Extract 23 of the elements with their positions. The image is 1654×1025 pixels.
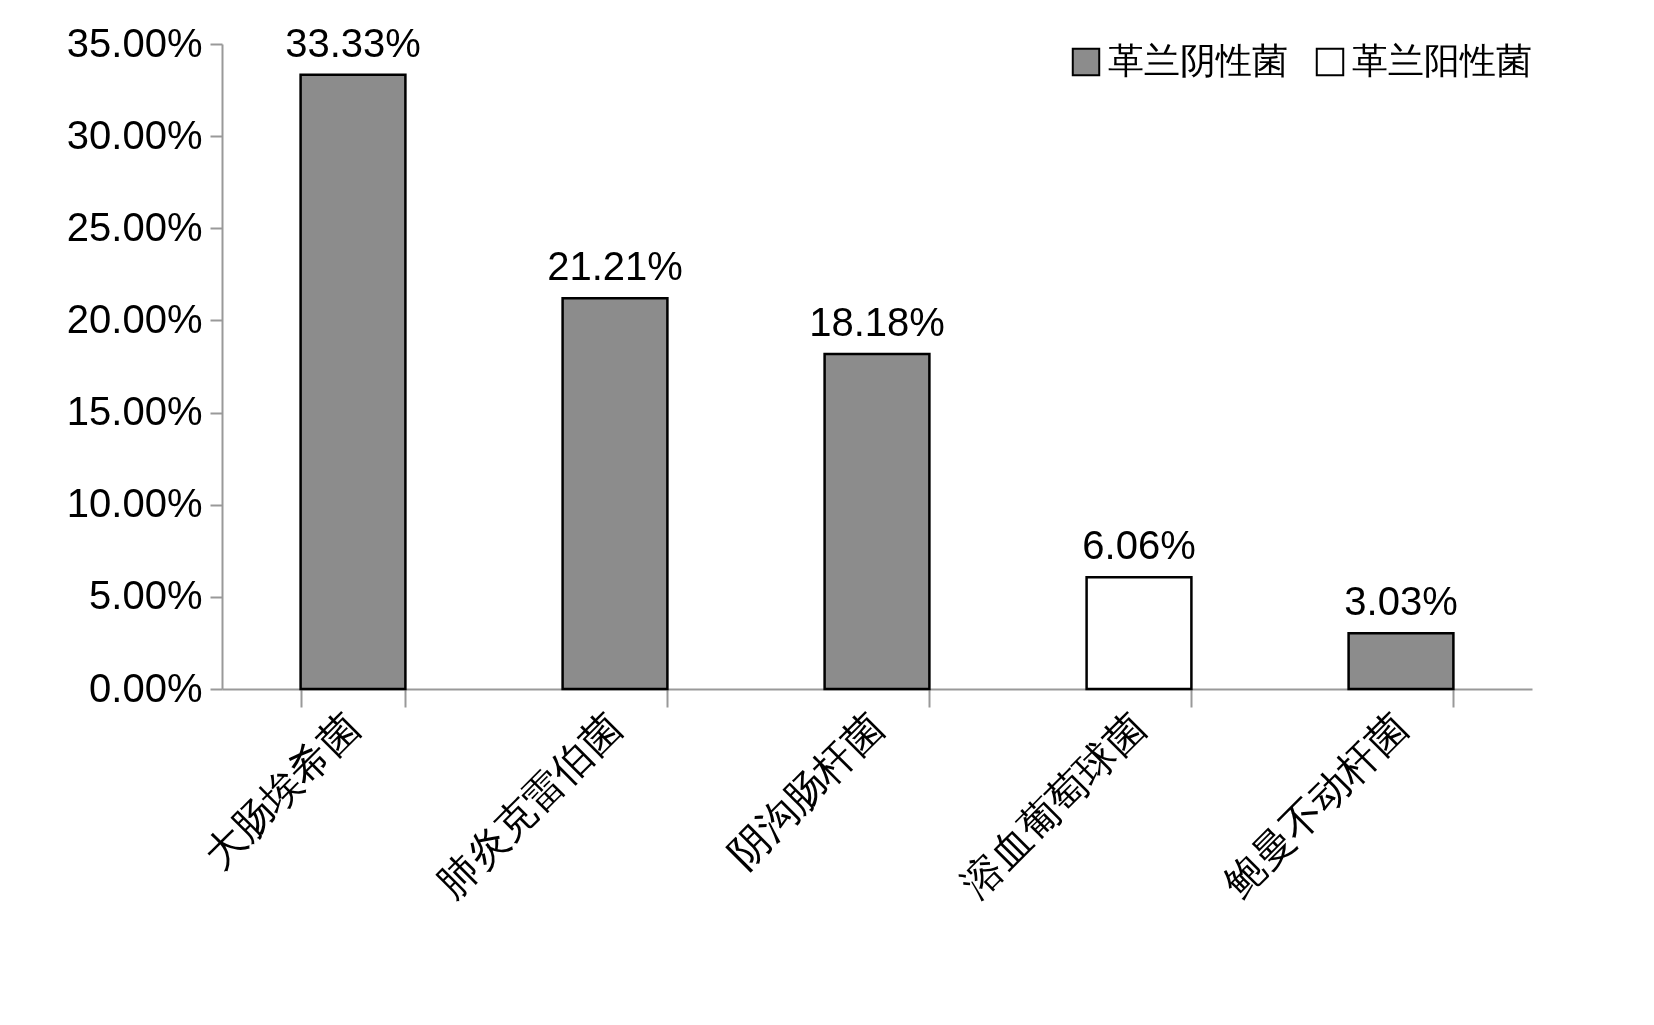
bar	[561, 296, 669, 691]
x-tick-label: 溶血葡萄球菌	[952, 704, 1154, 906]
y-tick-label: 10.00%	[66, 481, 203, 526]
legend-label: 革兰阴性菌	[1108, 40, 1288, 81]
y-tick-label: 30.00%	[66, 112, 203, 157]
y-tick-label: 35.00%	[66, 20, 203, 65]
bar	[823, 352, 931, 691]
data-label: 21.21%	[547, 244, 683, 289]
bar	[1085, 576, 1193, 691]
bar	[299, 73, 407, 691]
x-tick-label: 鲍曼不动杆菌	[1214, 704, 1416, 906]
data-label: 33.33%	[285, 20, 421, 65]
y-tick-label: 5.00%	[89, 573, 203, 618]
data-label: 6.06%	[1082, 523, 1196, 568]
y-tick-label: 25.00%	[66, 204, 203, 249]
y-tick-label: 15.00%	[66, 389, 203, 434]
legend-label: 革兰阳性菌	[1352, 40, 1532, 81]
y-tick-label: 20.00%	[66, 296, 203, 341]
bar	[1347, 631, 1455, 691]
x-tick-label: 阴沟肠杆菌	[719, 704, 892, 878]
data-label: 18.18%	[809, 299, 945, 344]
data-label: 3.03%	[1344, 579, 1458, 624]
x-tick-label: 肺炎克雷伯菌	[428, 704, 630, 906]
